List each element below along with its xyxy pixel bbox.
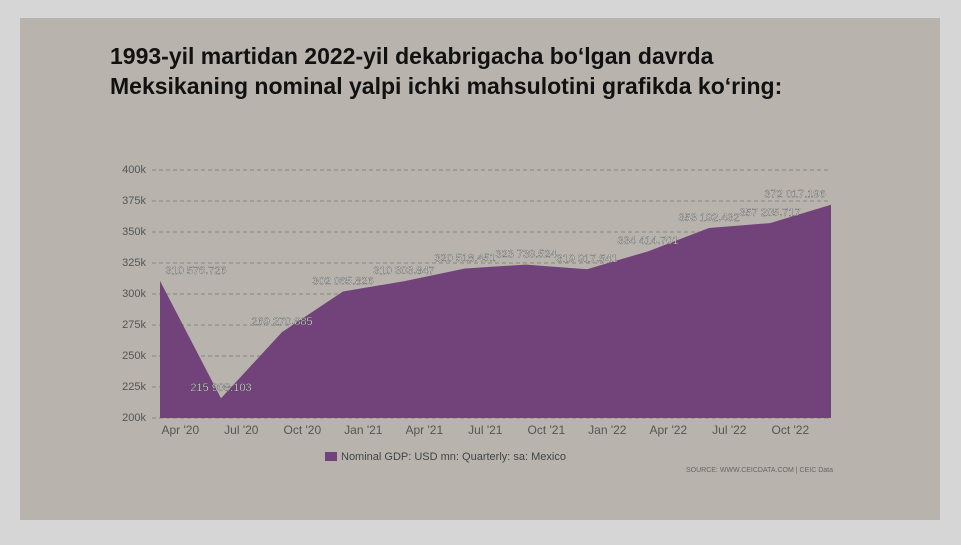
area (160, 204, 831, 418)
x-tick-label: Jan '21 (344, 423, 383, 437)
y-tick-label: 250k (122, 350, 146, 362)
data-label: 353 192.432 (678, 212, 739, 224)
x-tick-label: Oct '20 (284, 423, 322, 437)
y-tick-label: 300k (122, 288, 146, 300)
data-label: 302 065.826 (312, 275, 373, 287)
x-tick-label: Apr '22 (650, 423, 688, 437)
data-label: 372 017.196 (764, 189, 825, 201)
legend-label: Nominal GDP: USD mn: Quarterly: sa: Mexi… (341, 451, 566, 463)
data-label: 319 917.541 (556, 253, 617, 265)
data-label: 310 303.847 (373, 265, 434, 277)
title-line: Meksikaning nominal yalpi ichki mahsulot… (110, 73, 782, 99)
data-label: 215 908.103 (190, 382, 251, 394)
x-tick-label: Apr '21 (406, 423, 444, 437)
x-tick-label: Jul '22 (712, 423, 747, 437)
y-tick-label: 225k (122, 381, 146, 393)
x-tick-label: Oct '22 (772, 423, 810, 437)
y-tick-label: 200k (122, 412, 146, 424)
y-tick-label: 400k (122, 164, 146, 176)
x-tick-label: Jul '21 (468, 423, 503, 437)
x-tick-label: Apr '20 (162, 423, 200, 437)
legend-swatch (325, 452, 337, 461)
data-label: 320 518.451 (434, 252, 495, 264)
y-tick-label: 350k (122, 226, 146, 238)
x-tick-label: Jul '20 (224, 423, 259, 437)
title-line: 1993-yil martidan 2022-yil dekabrigacha … (110, 43, 714, 69)
data-label: 269 270.885 (251, 316, 312, 328)
x-tick-label: Jan '22 (588, 423, 627, 437)
source: SOURCE: WWW.CEICDATA.COM | CEIC Data (686, 467, 833, 474)
data-label: 323 739.524 (495, 248, 556, 260)
y-tick-label: 325k (122, 257, 146, 269)
y-tick-label: 375k (122, 195, 146, 207)
data-label: 310 576.726 (165, 265, 226, 277)
data-label: 357 205.717 (739, 207, 800, 219)
y-tick-label: 275k (122, 319, 146, 331)
x-tick-label: Oct '21 (528, 423, 566, 437)
data-label: 334 414.701 (617, 235, 678, 247)
